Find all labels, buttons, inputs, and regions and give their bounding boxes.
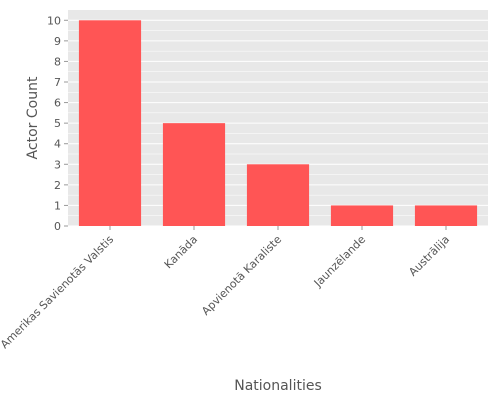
bar [162,123,226,226]
y-tick-label: 9 [54,35,61,48]
y-tick-label: 8 [54,55,61,68]
y-tick-label: 4 [54,138,61,151]
x-tick-label: Amerikas Savienotās Valstis [0,233,116,351]
bar [330,205,394,226]
x-tick-label: Apvienotā Karaliste [199,233,284,318]
x-axis-ticks: Amerikas Savienotās Valstis Kanāda Apvieno… [0,226,452,351]
y-tick-label: 6 [54,97,61,110]
bar [246,164,310,226]
y-axis-title: Actor Count [25,76,41,159]
y-axis-ticks: 0 1 2 3 4 5 6 7 8 9 10 [47,14,68,233]
x-axis-title: Nationalities [234,378,322,394]
bar [78,20,142,226]
y-tick-label: 7 [54,76,61,89]
y-tick-label: 2 [54,179,61,192]
bars [78,20,478,226]
y-tick-label: 1 [54,199,61,212]
y-tick-label: 0 [54,220,61,233]
x-tick-label: Jaunzēlande [311,233,368,290]
y-tick-label: 3 [54,158,61,171]
x-tick-label: Austrālija [406,233,452,279]
x-tick-label: Kanāda [162,233,200,271]
bar [414,205,478,226]
y-tick-label: 5 [54,117,61,130]
y-tick-label: 10 [47,14,61,27]
